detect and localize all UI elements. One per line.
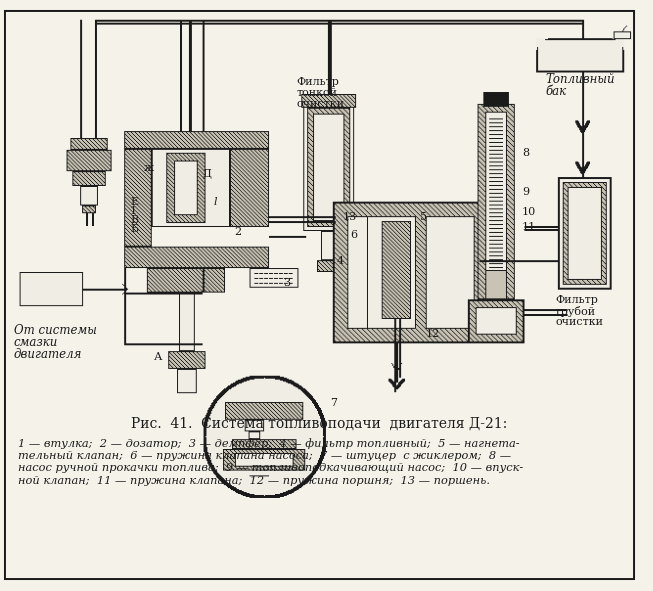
Text: ж: ж	[144, 163, 153, 173]
Text: 2: 2	[234, 226, 242, 236]
Text: А: А	[154, 352, 163, 362]
Text: грубой: грубой	[555, 306, 596, 317]
Text: 6: 6	[350, 229, 357, 239]
Text: очистки: очистки	[296, 99, 344, 109]
Text: ной клапан;  11 — пружина клапана;  12 — пружина поршня;  13 — поршень.: ной клапан; 11 — пружина клапана; 12 — п…	[18, 476, 490, 486]
Text: В: В	[130, 215, 138, 225]
Text: От системы: От системы	[14, 324, 97, 337]
Text: Фильтр: Фильтр	[296, 77, 339, 87]
Text: Б: Б	[130, 223, 138, 233]
Text: Д: Д	[202, 168, 212, 178]
Text: Топливный: Топливный	[545, 73, 615, 86]
Text: смазки: смазки	[14, 336, 58, 349]
Text: Рис.  41.  Система топливоподачи  двигателя Д-21:: Рис. 41. Система топливоподачи двигателя…	[131, 417, 507, 431]
Text: 7: 7	[330, 398, 338, 408]
Text: Е: Е	[130, 197, 138, 207]
Text: 8: 8	[522, 148, 529, 158]
Text: двигателя: двигателя	[14, 348, 82, 361]
Text: 10: 10	[522, 207, 536, 217]
Text: Фильтр: Фильтр	[555, 295, 598, 305]
Text: насос ручной прокачки топлива;  9 — топливоподкачивающий насос;  10 — впуск-: насос ручной прокачки топлива; 9 — топли…	[18, 463, 523, 473]
Text: тельный клапан;  6 — пружина клапана насоса;  7 — штуцер  с жиклером;  8 —: тельный клапан; 6 — пружина клапана насо…	[18, 450, 511, 460]
Text: 5: 5	[421, 212, 428, 222]
Text: 13: 13	[343, 212, 357, 222]
Text: 12: 12	[425, 329, 439, 339]
Text: 11: 11	[522, 222, 536, 232]
Text: 1 — втулка;  2 — дозатор;  3 — демпфер;  4 — фильтр топливный;  5 — нагнета-: 1 — втулка; 2 — дозатор; 3 — демпфер; 4 …	[18, 438, 519, 449]
Text: тонкой: тонкой	[296, 88, 337, 98]
Text: 9: 9	[522, 187, 529, 197]
Text: бак: бак	[545, 85, 567, 98]
Text: 3: 3	[283, 278, 291, 288]
Text: 1: 1	[130, 206, 137, 216]
Text: l: l	[213, 197, 217, 207]
Text: очистки: очистки	[555, 317, 603, 326]
Text: 4: 4	[336, 256, 343, 266]
